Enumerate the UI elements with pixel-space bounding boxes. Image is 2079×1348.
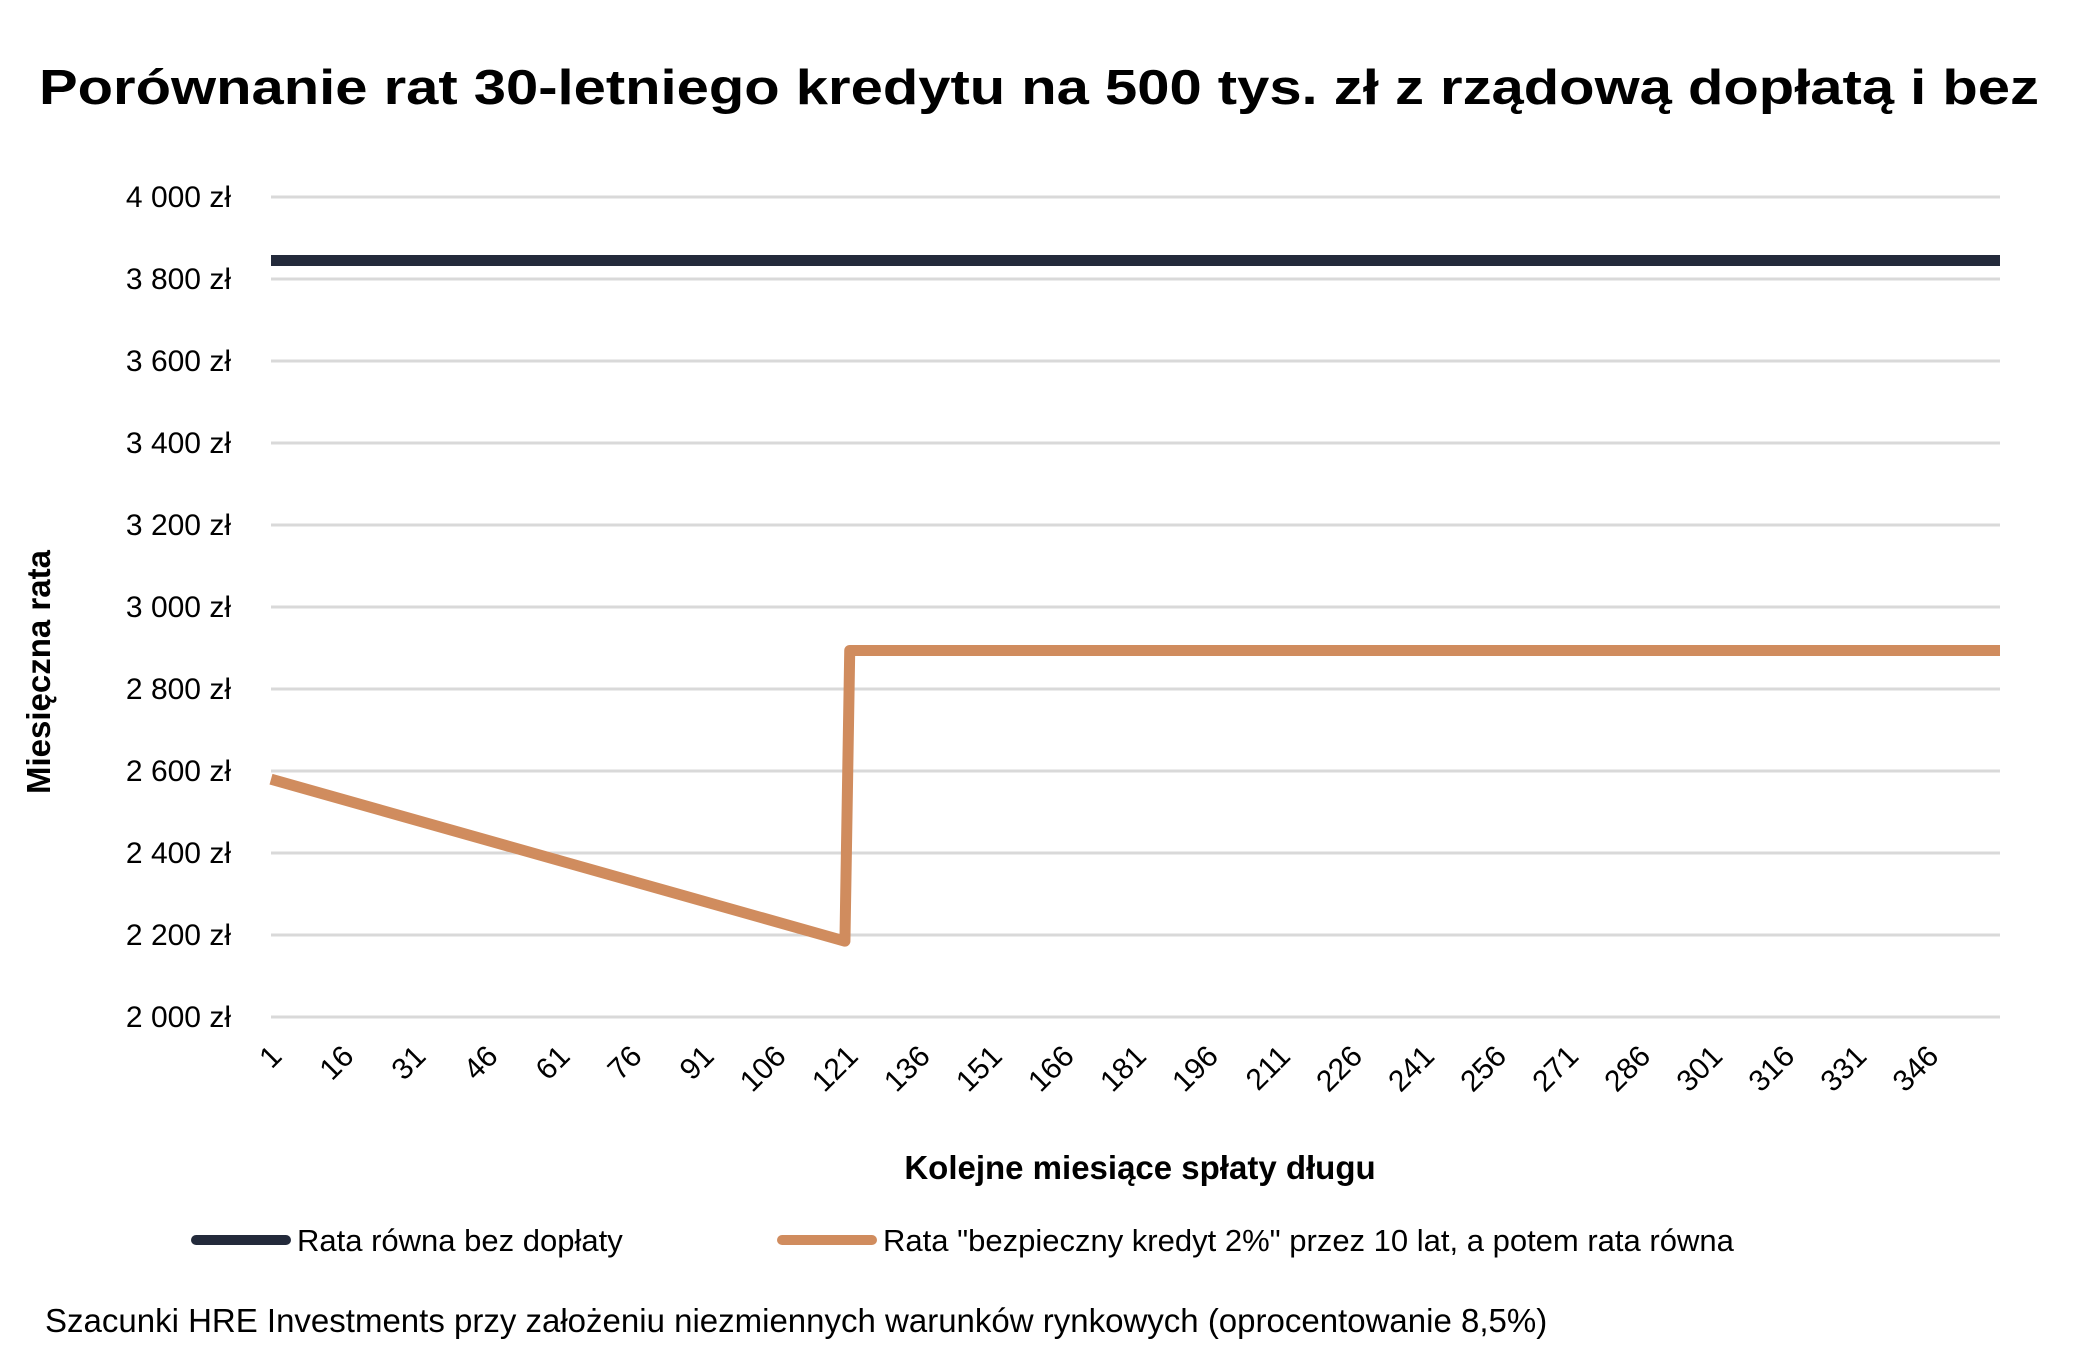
x-tick-label: 286 — [1598, 1040, 1657, 1099]
y-tick-label: 3 600 zł — [126, 345, 231, 378]
y-tick-label: 3 400 zł — [126, 427, 231, 460]
x-tick-label: 331 — [1815, 1040, 1874, 1099]
x-tick-label: 106 — [734, 1040, 793, 1099]
series-line-1 — [269, 644, 2000, 947]
x-tick-label: 76 — [602, 1040, 649, 1087]
y-tick-label: 2 200 zł — [126, 919, 231, 952]
y-tick-label: 2 600 zł — [126, 755, 231, 788]
x-tick-label: 346 — [1887, 1040, 1946, 1099]
x-tick-label: 256 — [1454, 1040, 1513, 1099]
x-tick-label: 226 — [1310, 1040, 1369, 1099]
x-tick-label: 241 — [1382, 1040, 1441, 1099]
x-axis-ticks: 1 16 31 46 61 76 91 106 121 136 151 166 181 196 211 226… — [253, 1040, 1945, 1099]
x-tick-label: 151 — [950, 1040, 1009, 1099]
legend: Rata równa bez dopłaty Rata "bezpieczny … — [191, 1223, 1735, 1258]
x-tick-label: 91 — [674, 1040, 721, 1087]
x-tick-label: 61 — [530, 1040, 577, 1087]
y-tick-label: 4 000 zł — [126, 181, 231, 214]
series-lines — [269, 255, 2000, 947]
x-axis-title: Kolejne miesiące spłaty długu — [904, 1149, 1375, 1186]
footnote: Szacunki HRE Investments przy założeniu … — [45, 1302, 1547, 1339]
x-tick-label: 271 — [1526, 1040, 1585, 1099]
x-tick-label: 136 — [878, 1040, 937, 1099]
y-tick-label: 2 800 zł — [126, 673, 231, 706]
y-tick-label: 3 200 zł — [126, 509, 231, 542]
y-axis-title: Miesięczna rata — [20, 549, 57, 794]
chart-title: Porównanie rat 30-letniego kredytu na 50… — [39, 61, 2039, 115]
x-tick-label: 181 — [1094, 1040, 1153, 1099]
x-tick-label: 316 — [1742, 1040, 1801, 1099]
y-tick-label: 3 800 zł — [126, 263, 231, 296]
y-tick-label: 2 400 zł — [126, 837, 231, 870]
x-tick-label: 301 — [1670, 1040, 1729, 1099]
y-tick-label: 2 000 zł — [126, 1001, 231, 1034]
legend-label-1: Rata "bezpieczny kredyt 2%" przez 10 lat… — [883, 1223, 1735, 1258]
x-tick-label: 16 — [313, 1040, 360, 1087]
x-tick-label: 211 — [1240, 1040, 1297, 1097]
x-tick-label: 121 — [806, 1040, 865, 1099]
x-tick-label: 196 — [1166, 1040, 1225, 1099]
x-tick-label: 166 — [1022, 1040, 1081, 1099]
y-axis-ticks: 2 000 zł 2 200 zł 2 400 zł 2 600 zł 2 800 zł… — [126, 181, 231, 1034]
x-tick-label: 1 — [253, 1040, 288, 1075]
gridlines — [271, 195, 2000, 1019]
x-tick-label: 31 — [386, 1040, 433, 1087]
legend-label-0: Rata równa bez dopłaty — [297, 1223, 623, 1258]
x-tick-label: 46 — [458, 1040, 505, 1087]
y-tick-label: 3 000 zł — [126, 591, 231, 624]
